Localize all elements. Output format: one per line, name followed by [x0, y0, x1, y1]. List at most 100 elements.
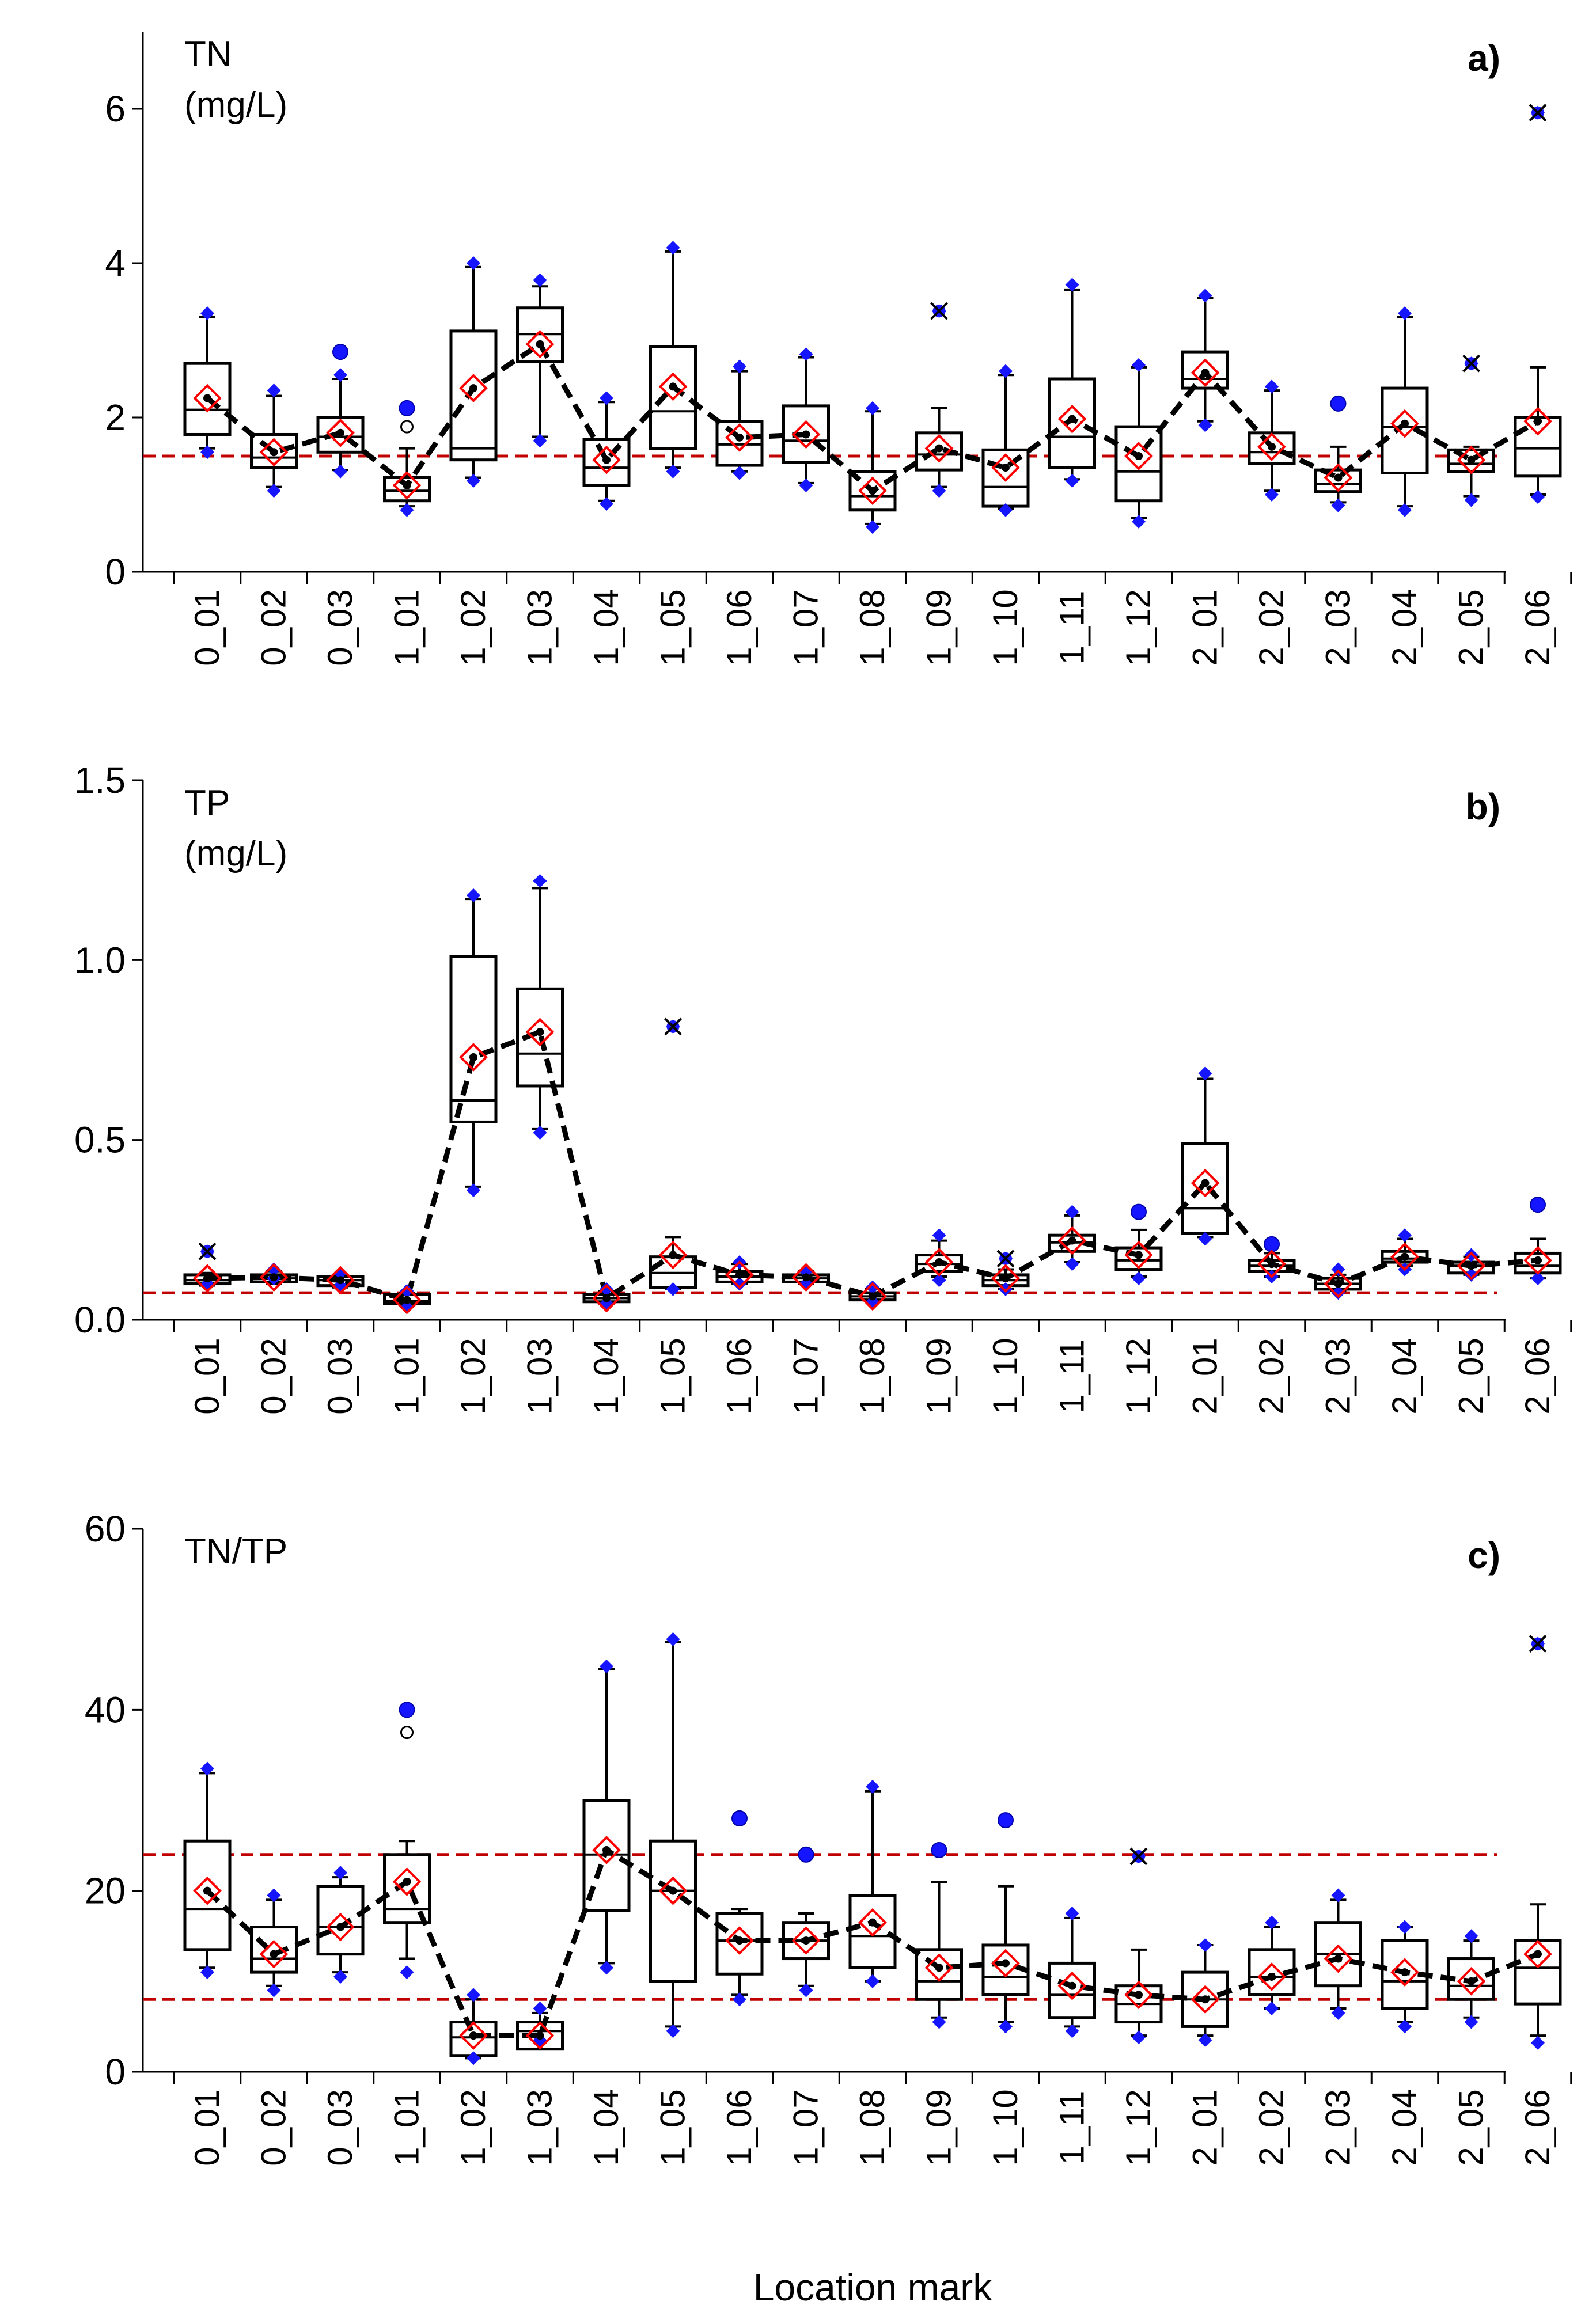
mean-dot — [802, 1273, 810, 1282]
x-category-label: 0_01 — [188, 589, 226, 666]
min-marker — [1198, 1232, 1212, 1246]
outlier-point — [332, 344, 348, 360]
mean-dot — [869, 1918, 877, 1927]
box-iqr — [715, 420, 764, 467]
x-category-label: 2_04 — [1385, 1338, 1424, 1414]
mean-dot — [270, 1273, 278, 1282]
y-tick-label: 6 — [105, 88, 126, 130]
box-0_01 — [183, 316, 232, 450]
extreme-outlier-cross — [1462, 354, 1480, 373]
min-marker — [733, 1277, 746, 1291]
mean-marker — [991, 1264, 1020, 1293]
x-category-label: 1_11 — [1053, 2090, 1091, 2164]
box-1_05 — [649, 250, 697, 469]
min-marker — [1531, 2036, 1545, 2050]
mean-marker — [1057, 1971, 1087, 2000]
mean-marker — [924, 1248, 954, 1277]
box-iqr — [848, 1894, 897, 1969]
mean-dot — [935, 1258, 943, 1267]
mean-dot — [469, 384, 477, 393]
extreme-outlier-cross — [1529, 104, 1547, 122]
box-1_08 — [848, 1790, 897, 1983]
max-marker — [467, 1988, 480, 2002]
mean-marker — [326, 418, 355, 447]
mean-dot — [1268, 1260, 1276, 1269]
outlier-point — [399, 1702, 415, 1718]
box-1_03 — [516, 285, 564, 438]
mean-dot — [602, 1294, 611, 1302]
x-category-label: 2_03 — [1319, 2089, 1358, 2166]
mean-dot — [203, 1886, 211, 1895]
box-iqr — [449, 329, 498, 462]
min-marker — [733, 1992, 746, 2007]
min-marker — [866, 1974, 879, 1988]
x-category-label: 2_06 — [1518, 2089, 1557, 2166]
x-category-label: 1_07 — [787, 1338, 825, 1414]
mean-dot — [403, 1296, 411, 1304]
box-2_02 — [1248, 389, 1296, 492]
max-marker — [1398, 306, 1412, 321]
x-category-label: 0_02 — [255, 2089, 293, 2166]
mean-dot — [1002, 1274, 1010, 1283]
mean-dot — [1534, 1256, 1542, 1264]
mean-dot — [1268, 442, 1276, 451]
x-category-label: 2_04 — [1385, 589, 1424, 666]
mean-dot — [869, 487, 877, 495]
mean-dot — [669, 382, 677, 391]
max-marker — [1198, 288, 1212, 303]
max-marker — [1265, 379, 1279, 394]
panel-label: c) — [1468, 1535, 1500, 1576]
x-category-label: 2_03 — [1319, 1338, 1358, 1414]
mean-marker — [592, 1283, 621, 1313]
min-marker — [467, 473, 480, 488]
mean-marker — [1057, 1226, 1087, 1255]
max-marker — [1198, 1938, 1212, 1952]
box-1_05 — [649, 1641, 697, 2028]
max-marker — [733, 359, 746, 374]
max-marker — [1331, 1262, 1345, 1277]
box-1_08 — [848, 410, 897, 525]
mean-marker — [1124, 1980, 1153, 2010]
min-marker — [1132, 1271, 1146, 1286]
mean-trend-line — [207, 1028, 1538, 1304]
min-marker — [999, 2019, 1013, 2034]
extreme-outlier-cross — [198, 1242, 217, 1260]
mean-marker — [259, 1263, 289, 1292]
box-iqr — [649, 345, 697, 450]
max-marker — [600, 391, 613, 405]
mean-marker — [858, 476, 887, 506]
panel-a: 0 2 4 6 0_01 0_02 0_03 1_01 1_02 1_03 1_04 1_05 1_06… — [105, 32, 1572, 666]
mean-marker — [791, 1263, 821, 1292]
mean-marker — [1390, 1958, 1419, 1987]
min-marker — [932, 2015, 946, 2029]
max-marker — [267, 1888, 281, 1903]
mean-marker — [1124, 442, 1153, 470]
min-marker — [999, 503, 1013, 517]
x-category-label: 1_06 — [720, 589, 759, 666]
min-marker — [1265, 2001, 1279, 2015]
mean-marker — [725, 423, 754, 452]
max-marker — [1265, 1915, 1279, 1930]
min-marker — [799, 478, 813, 492]
mean-dot — [1201, 1179, 1210, 1187]
mean-dot — [1334, 473, 1343, 482]
x-category-label: 1_04 — [587, 589, 625, 666]
box-iqr — [1381, 1939, 1429, 2010]
x-category-label: 1_08 — [853, 2089, 892, 2166]
mean-dot — [1334, 1954, 1343, 1963]
y-tick-label: 0 — [105, 2051, 126, 2093]
y-tick-label: 2 — [105, 397, 126, 438]
panel-label: b) — [1466, 786, 1500, 827]
panel-label: a) — [1468, 37, 1500, 79]
panel-c: 0 20 40 60 0_01 0_02 0_03 1_01 1_02 1_03 1_04 1_05 1… — [85, 1508, 1572, 2166]
mean-dot — [1201, 1995, 1210, 2004]
box-1_10 — [981, 374, 1030, 510]
max-marker — [267, 383, 281, 398]
max-marker — [333, 1866, 347, 1880]
min-marker — [400, 1965, 414, 1980]
mean-dot — [935, 1964, 943, 1972]
x-category-label: 2_06 — [1518, 589, 1557, 666]
mean-dot — [1135, 1251, 1143, 1259]
min-marker — [1398, 503, 1412, 517]
